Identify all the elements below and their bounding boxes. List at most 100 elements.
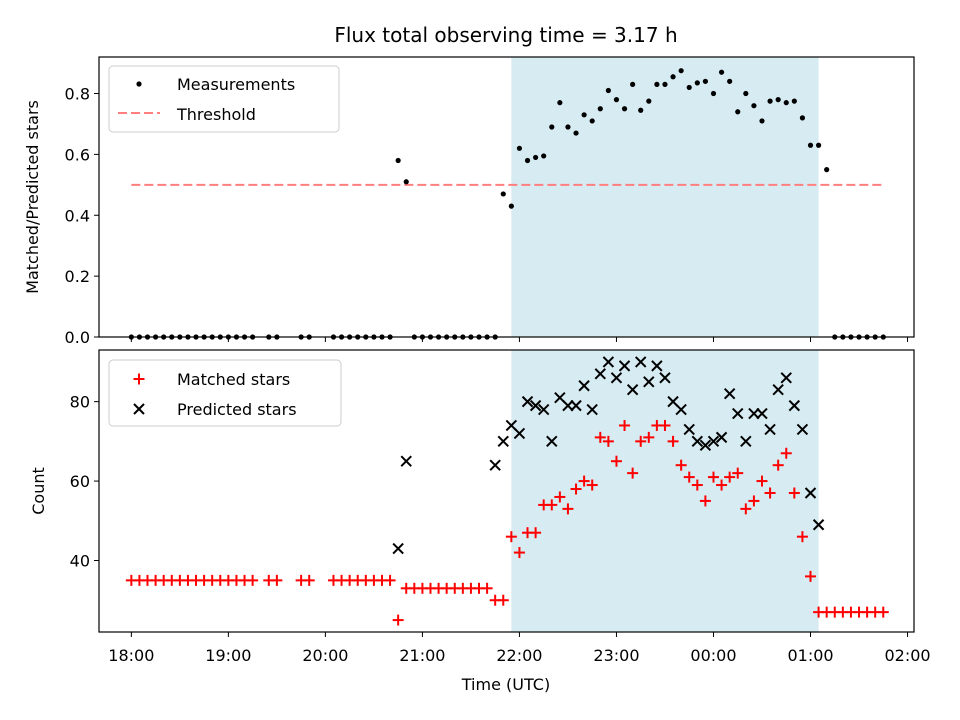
predicted-stars-markers bbox=[392, 356, 825, 555]
measurement-point bbox=[735, 109, 741, 115]
matched-star-marker bbox=[877, 606, 889, 618]
top-shaded-span bbox=[511, 57, 819, 337]
measurement-point bbox=[395, 157, 401, 164]
predicted-star-marker bbox=[521, 395, 534, 408]
top-y-tick-label: 0.8 bbox=[65, 85, 90, 104]
legend-plus-glyph bbox=[133, 373, 145, 385]
measurement-point bbox=[807, 142, 814, 148]
measurement-point bbox=[727, 78, 733, 84]
bottom-axes-frame bbox=[98, 349, 915, 633]
measurement-point bbox=[815, 142, 822, 148]
matched-star-marker bbox=[271, 574, 283, 586]
measurement-point bbox=[605, 87, 611, 94]
predicted-star-marker bbox=[675, 403, 687, 416]
measurement-point bbox=[799, 115, 806, 121]
legend-measurements-marker bbox=[136, 81, 142, 87]
measurement-point bbox=[557, 100, 563, 106]
bottom-x-tick-label: 19:00 bbox=[205, 646, 251, 665]
measurement-point bbox=[686, 84, 692, 91]
predicted-star-marker bbox=[804, 487, 817, 499]
bottom-x-tick-label: 22:00 bbox=[496, 646, 542, 665]
matched-star-marker bbox=[740, 503, 752, 515]
matched-star-marker bbox=[610, 455, 622, 467]
measurement-point bbox=[613, 97, 620, 103]
measurement-point bbox=[767, 98, 773, 104]
measurement-point bbox=[541, 153, 547, 159]
predicted-star-marker bbox=[812, 519, 825, 531]
matched-star-marker bbox=[635, 435, 647, 447]
legend-measurements-label: Measurements bbox=[177, 75, 295, 94]
bottom-y-tick-label: 80 bbox=[70, 393, 90, 412]
matched-star-marker bbox=[513, 547, 525, 559]
measurement-point bbox=[646, 98, 652, 104]
bottom-y-axis-label: Count bbox=[29, 467, 48, 515]
matched-star-marker bbox=[497, 594, 509, 606]
matched-star-marker bbox=[594, 431, 606, 443]
predicted-star-marker bbox=[602, 356, 615, 368]
bottom-x-tick-label: 01:00 bbox=[787, 646, 833, 665]
matched-star-marker bbox=[392, 614, 404, 626]
bottom-legend: Matched stars Predicted stars bbox=[108, 359, 342, 427]
predicted-star-marker bbox=[772, 384, 784, 396]
predicted-star-marker bbox=[715, 431, 728, 444]
bottom-x-axis: 18:00 19:00 20:00 21:00 22:00 23:00 00:00 01:00… bbox=[108, 632, 931, 665]
predicted-star-marker bbox=[748, 407, 760, 420]
measurement-point bbox=[743, 90, 749, 97]
predicted-star-marker bbox=[400, 455, 412, 467]
matched-star-marker bbox=[247, 574, 259, 586]
bottom-panel: 40 60 80 18:00 19:00 20:00 21:00 22:00 23:00 00:… bbox=[29, 349, 931, 694]
measurement-point bbox=[630, 81, 636, 87]
matched-star-marker bbox=[691, 479, 703, 491]
measurement-point bbox=[589, 118, 595, 124]
matched-star-marker bbox=[303, 574, 315, 586]
measurement-point bbox=[621, 106, 628, 112]
measurement-point bbox=[694, 80, 700, 86]
measurement-point bbox=[533, 154, 539, 161]
predicted-star-marker bbox=[610, 372, 623, 384]
measurement-point bbox=[638, 107, 644, 113]
matched-star-marker bbox=[562, 503, 574, 515]
measurement-point bbox=[751, 103, 757, 109]
predicted-star-marker bbox=[618, 360, 631, 372]
predicted-star-marker bbox=[643, 376, 655, 388]
top-y-axis-label: Matched/Predicted stars bbox=[23, 100, 42, 294]
matched-star-marker bbox=[384, 574, 396, 586]
matched-star-marker bbox=[481, 582, 493, 594]
matched-star-marker bbox=[602, 435, 614, 447]
predicted-star-marker bbox=[497, 435, 509, 448]
top-panel: 0.00.20.40.60.8 Matched/Predicted stars … bbox=[23, 56, 915, 347]
predicted-star-marker bbox=[691, 435, 704, 448]
measurement-point bbox=[549, 124, 555, 130]
measurement-point bbox=[516, 145, 523, 151]
top-y-tick-label: 0.0 bbox=[65, 328, 90, 347]
predicted-star-marker bbox=[586, 403, 598, 416]
predicted-star-marker bbox=[546, 435, 558, 448]
top-x-ticks bbox=[130, 337, 909, 342]
matched-star-marker bbox=[683, 471, 695, 483]
predicted-star-marker bbox=[756, 407, 768, 420]
bottom-shaded-span bbox=[511, 350, 819, 632]
matched-star-marker bbox=[796, 531, 808, 543]
legend-predicted-marker bbox=[133, 403, 145, 415]
top-y-tick-label: 0.6 bbox=[65, 145, 90, 164]
measurement-point bbox=[524, 157, 531, 164]
matched-star-marker bbox=[732, 467, 744, 479]
matched-star-marker bbox=[627, 467, 639, 479]
legend-predicted-label: Predicted stars bbox=[177, 400, 297, 419]
matched-star-marker bbox=[748, 495, 760, 507]
predicted-star-marker bbox=[732, 407, 744, 420]
predicted-star-marker bbox=[578, 380, 590, 392]
measurement-point bbox=[783, 100, 789, 106]
top-y-tick-label: 0.4 bbox=[65, 206, 90, 225]
measurement-point bbox=[508, 203, 514, 209]
matched-star-marker bbox=[570, 483, 582, 495]
predicted-star-marker bbox=[740, 435, 752, 448]
matched-star-marker bbox=[619, 419, 631, 431]
predicted-star-marker bbox=[570, 399, 582, 412]
predicted-star-marker bbox=[392, 542, 404, 555]
matched-star-marker bbox=[659, 419, 671, 431]
predicted-star-marker bbox=[626, 384, 639, 396]
measurement-point bbox=[670, 74, 676, 80]
predicted-star-marker bbox=[513, 427, 526, 440]
measurement-point bbox=[710, 90, 717, 97]
